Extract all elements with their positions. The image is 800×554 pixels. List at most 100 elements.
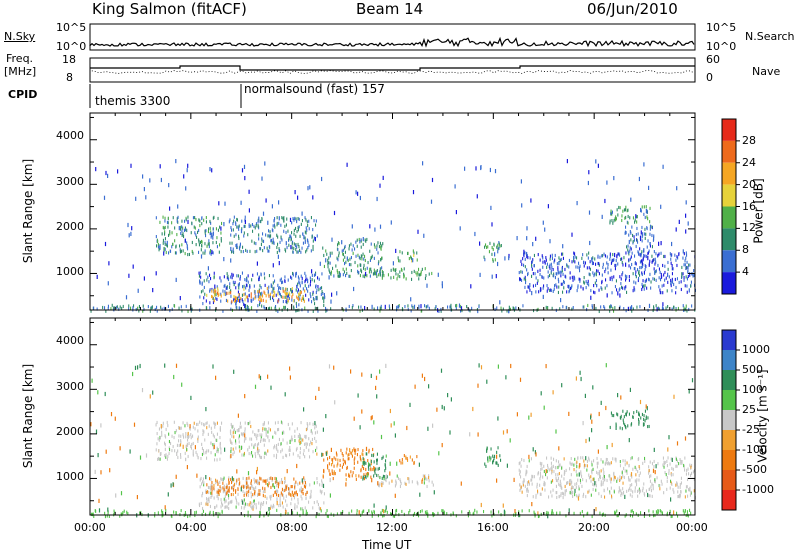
heatmap-cell	[631, 509, 633, 513]
heatmap-cell	[296, 427, 298, 431]
heatmap-cell	[606, 293, 608, 298]
heatmap-cell	[568, 284, 570, 289]
heatmap-cell	[408, 477, 410, 481]
heatmap-cell	[204, 249, 206, 253]
heatmap-cell	[214, 287, 216, 291]
heatmap-cell	[499, 454, 501, 458]
heatmap-cell	[284, 488, 286, 493]
heatmap-cell	[258, 449, 260, 453]
heatmap-cell	[230, 447, 232, 451]
colorbar-tick-label: 24	[742, 155, 756, 169]
heatmap-cell	[643, 212, 645, 216]
heatmap-cell	[205, 229, 207, 233]
heatmap-cell	[342, 252, 344, 256]
heatmap-cell	[296, 505, 298, 509]
heatmap-cell	[552, 390, 554, 395]
heatmap-cell	[182, 444, 184, 449]
heatmap-cell	[217, 490, 219, 495]
heatmap-cell	[328, 275, 330, 280]
heatmap-cell	[162, 225, 164, 230]
heatmap-cell	[310, 249, 312, 253]
heatmap-cell	[543, 469, 545, 474]
heatmap-cell	[662, 302, 664, 307]
heatmap-cell	[119, 514, 121, 518]
power-ytick-3000: 3000	[56, 175, 84, 188]
heatmap-cell	[560, 494, 562, 498]
heatmap-cell	[247, 305, 249, 310]
heatmap-cell	[639, 273, 641, 277]
heatmap-cell	[291, 298, 293, 302]
heatmap-cell	[671, 267, 673, 271]
heatmap-cell	[157, 457, 159, 461]
heatmap-cell	[573, 259, 575, 263]
heatmap-cell	[675, 457, 677, 461]
heatmap-cell	[649, 242, 651, 246]
heatmap-cell	[208, 496, 210, 500]
heatmap-cell	[440, 368, 443, 373]
heatmap-cell	[336, 291, 338, 296]
heatmap-cell	[268, 507, 270, 512]
heatmap-cell	[663, 254, 665, 259]
heatmap-cell	[227, 488, 229, 492]
heatmap-cell	[250, 299, 252, 303]
heatmap-cell	[238, 482, 240, 486]
heatmap-cell	[390, 276, 392, 280]
heatmap-cell	[237, 487, 239, 492]
heatmap-cell	[648, 469, 650, 473]
heatmap-cell	[155, 235, 157, 239]
heatmap-cell	[110, 307, 112, 311]
heatmap-cell	[617, 213, 619, 217]
heatmap-cell	[302, 507, 304, 511]
heatmap-cell	[311, 269, 313, 274]
heatmap-cell	[380, 258, 382, 262]
heatmap-cell	[423, 481, 425, 485]
heatmap-cell	[371, 256, 373, 260]
heatmap-cell	[105, 170, 107, 176]
heatmap-cell	[446, 512, 448, 516]
heatmap-cell	[257, 480, 259, 485]
heatmap-cell	[268, 439, 270, 443]
heatmap-cell	[248, 189, 250, 194]
heatmap-cell	[381, 508, 383, 513]
heatmap-cell	[321, 483, 323, 487]
heatmap-cell	[240, 487, 242, 492]
heatmap-cell	[222, 481, 224, 485]
heatmap-cell	[509, 438, 511, 443]
heatmap-cell	[686, 468, 688, 472]
heatmap-cell	[621, 257, 623, 261]
heatmap-cell	[381, 256, 383, 260]
heatmap-cell	[272, 287, 274, 291]
heatmap-cell	[689, 493, 691, 497]
freq-trace	[89, 65, 695, 74]
heatmap-cell	[228, 277, 230, 281]
heatmap-cell	[360, 245, 362, 249]
heatmap-cell	[201, 452, 203, 457]
heatmap-cell	[600, 458, 602, 462]
heatmap-cell	[265, 479, 267, 483]
heatmap-cell	[214, 284, 216, 289]
heatmap-cell	[588, 210, 591, 215]
heatmap-cell	[555, 476, 557, 480]
heatmap-cell	[550, 271, 552, 275]
velocity-colorbar	[721, 329, 740, 511]
heatmap-cell	[236, 218, 238, 222]
heatmap-cell	[138, 309, 140, 313]
heatmap-cell	[652, 277, 654, 281]
heatmap-cell	[374, 469, 376, 473]
heatmap-cell	[282, 295, 284, 299]
heatmap-cell	[342, 510, 344, 514]
heatmap-cell	[561, 474, 563, 478]
heatmap-cell	[591, 258, 593, 263]
heatmap-cell	[222, 289, 224, 293]
heatmap-cell	[554, 284, 556, 288]
heatmap-cell	[635, 480, 637, 484]
heatmap-cell	[195, 218, 197, 222]
heatmap-cell	[569, 289, 571, 293]
heatmap-cell	[250, 495, 252, 499]
heatmap-cell	[587, 490, 589, 494]
heatmap-cell	[185, 304, 187, 308]
heatmap-cell	[217, 287, 219, 291]
heatmap-cell	[612, 221, 614, 225]
heatmap-cell	[213, 443, 215, 447]
heatmap-cell	[169, 206, 171, 211]
